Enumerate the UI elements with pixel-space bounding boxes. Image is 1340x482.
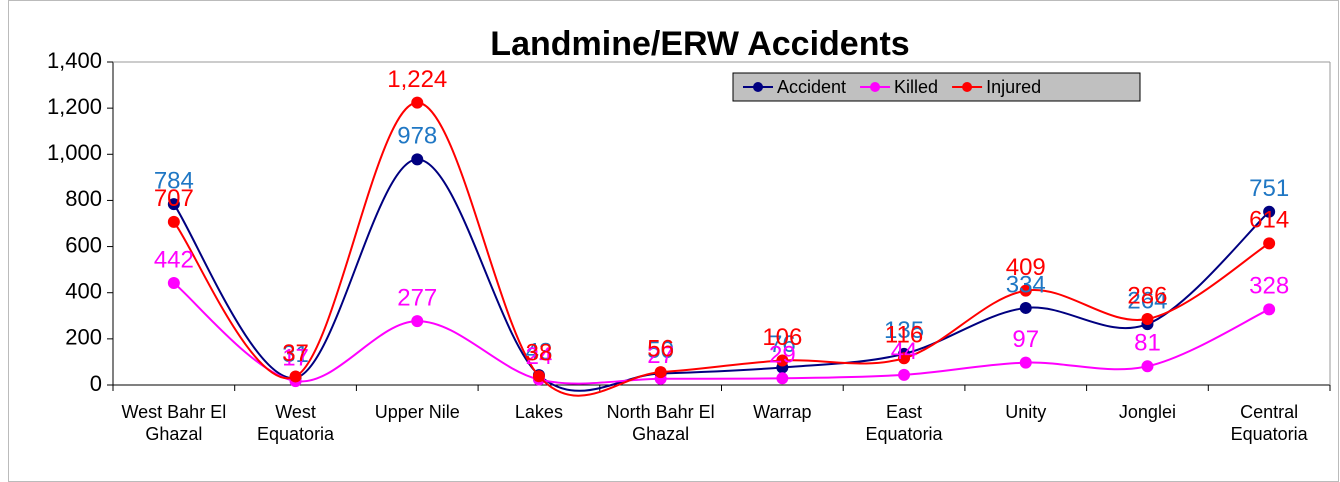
- y-tick-label: 400: [65, 279, 102, 304]
- legend-label: Accident: [777, 77, 846, 97]
- data-label: 106: [762, 324, 802, 351]
- data-label: 50: [647, 337, 674, 364]
- x-tick-label: Lakes: [514, 402, 563, 422]
- legend-label: Injured: [986, 77, 1041, 97]
- legend-marker: [870, 82, 881, 92]
- data-point: [1141, 360, 1154, 373]
- data-point: [776, 354, 789, 367]
- y-tick-label: 1,400: [47, 48, 102, 73]
- data-label: 24: [526, 343, 553, 370]
- x-tick-label: Unity: [1005, 402, 1047, 422]
- series-line: [173, 101, 1270, 397]
- data-label: 751: [1249, 175, 1289, 202]
- data-label: 37: [282, 340, 309, 367]
- data-label: 38: [526, 340, 553, 367]
- data-label: 27: [647, 342, 674, 369]
- data-label: 17: [282, 344, 309, 371]
- data-label: 614: [1249, 207, 1289, 234]
- series-line: [173, 158, 1270, 392]
- data-label: 76: [769, 331, 796, 358]
- y-tick-label: 1,000: [47, 140, 102, 165]
- data-label: 135: [884, 317, 924, 344]
- data-label: 97: [1012, 326, 1039, 353]
- data-point: [1019, 301, 1032, 314]
- legend-box: [732, 72, 1141, 102]
- data-label: 784: [154, 167, 194, 194]
- data-point: [1263, 237, 1276, 250]
- data-point: [411, 96, 424, 109]
- data-label: 44: [891, 338, 918, 365]
- data-point: [898, 352, 911, 365]
- data-point: [532, 370, 545, 383]
- y-tick-label: 800: [65, 186, 102, 211]
- y-tick-label: 600: [65, 232, 102, 257]
- data-label: 442: [154, 246, 194, 273]
- data-label: 29: [769, 342, 796, 369]
- data-label: 978: [397, 123, 437, 150]
- data-label: 328: [1249, 273, 1289, 300]
- legend-label: Killed: [894, 77, 938, 97]
- x-tick-label: West Equatoria: [257, 402, 335, 444]
- data-point: [167, 198, 180, 211]
- data-point: [289, 370, 302, 383]
- data-point: [1263, 303, 1276, 316]
- legend-marker: [962, 82, 973, 92]
- x-tick-label: North Bahr El Ghazal: [606, 402, 715, 444]
- data-point: [898, 368, 911, 381]
- x-tick-label: Jonglei: [1118, 402, 1176, 422]
- data-label: 334: [1006, 271, 1046, 298]
- data-point: [1019, 356, 1032, 369]
- data-label: 43: [526, 338, 553, 365]
- x-tick-label: Upper Nile: [374, 402, 460, 422]
- data-point: [167, 215, 180, 228]
- series-line: [173, 282, 1270, 385]
- x-tick-label: East Equatoria: [865, 402, 943, 444]
- data-point: [776, 372, 789, 385]
- data-point: [654, 366, 667, 379]
- data-point: [1141, 313, 1154, 326]
- x-tick-label: Warrap: [753, 402, 812, 422]
- chart-title: Landmine/ERW Accidents: [490, 25, 909, 63]
- data-label: 1,224: [387, 66, 447, 93]
- data-label: 81: [1134, 330, 1161, 357]
- y-tick-label: 0: [90, 371, 102, 396]
- data-label: 277: [397, 284, 437, 311]
- data-point: [1263, 205, 1276, 218]
- x-tick-label: West Bahr El Ghazal: [121, 402, 227, 444]
- data-label: 264: [1127, 287, 1167, 314]
- data-point: [1019, 284, 1032, 297]
- data-label: 116: [885, 322, 923, 349]
- x-tick-label: Central Equatoria: [1230, 402, 1308, 444]
- data-label: 56: [647, 335, 674, 362]
- legend-marker: [753, 82, 763, 92]
- data-label: 31: [282, 341, 309, 368]
- y-tick-label: 1,200: [47, 94, 102, 119]
- data-label: 707: [154, 185, 194, 212]
- data-label: 409: [1006, 254, 1046, 281]
- data-label: 286: [1127, 282, 1167, 309]
- data-point: [167, 277, 180, 290]
- data-point: [411, 315, 424, 328]
- data-point: [411, 153, 424, 166]
- y-tick-label: 200: [65, 325, 102, 350]
